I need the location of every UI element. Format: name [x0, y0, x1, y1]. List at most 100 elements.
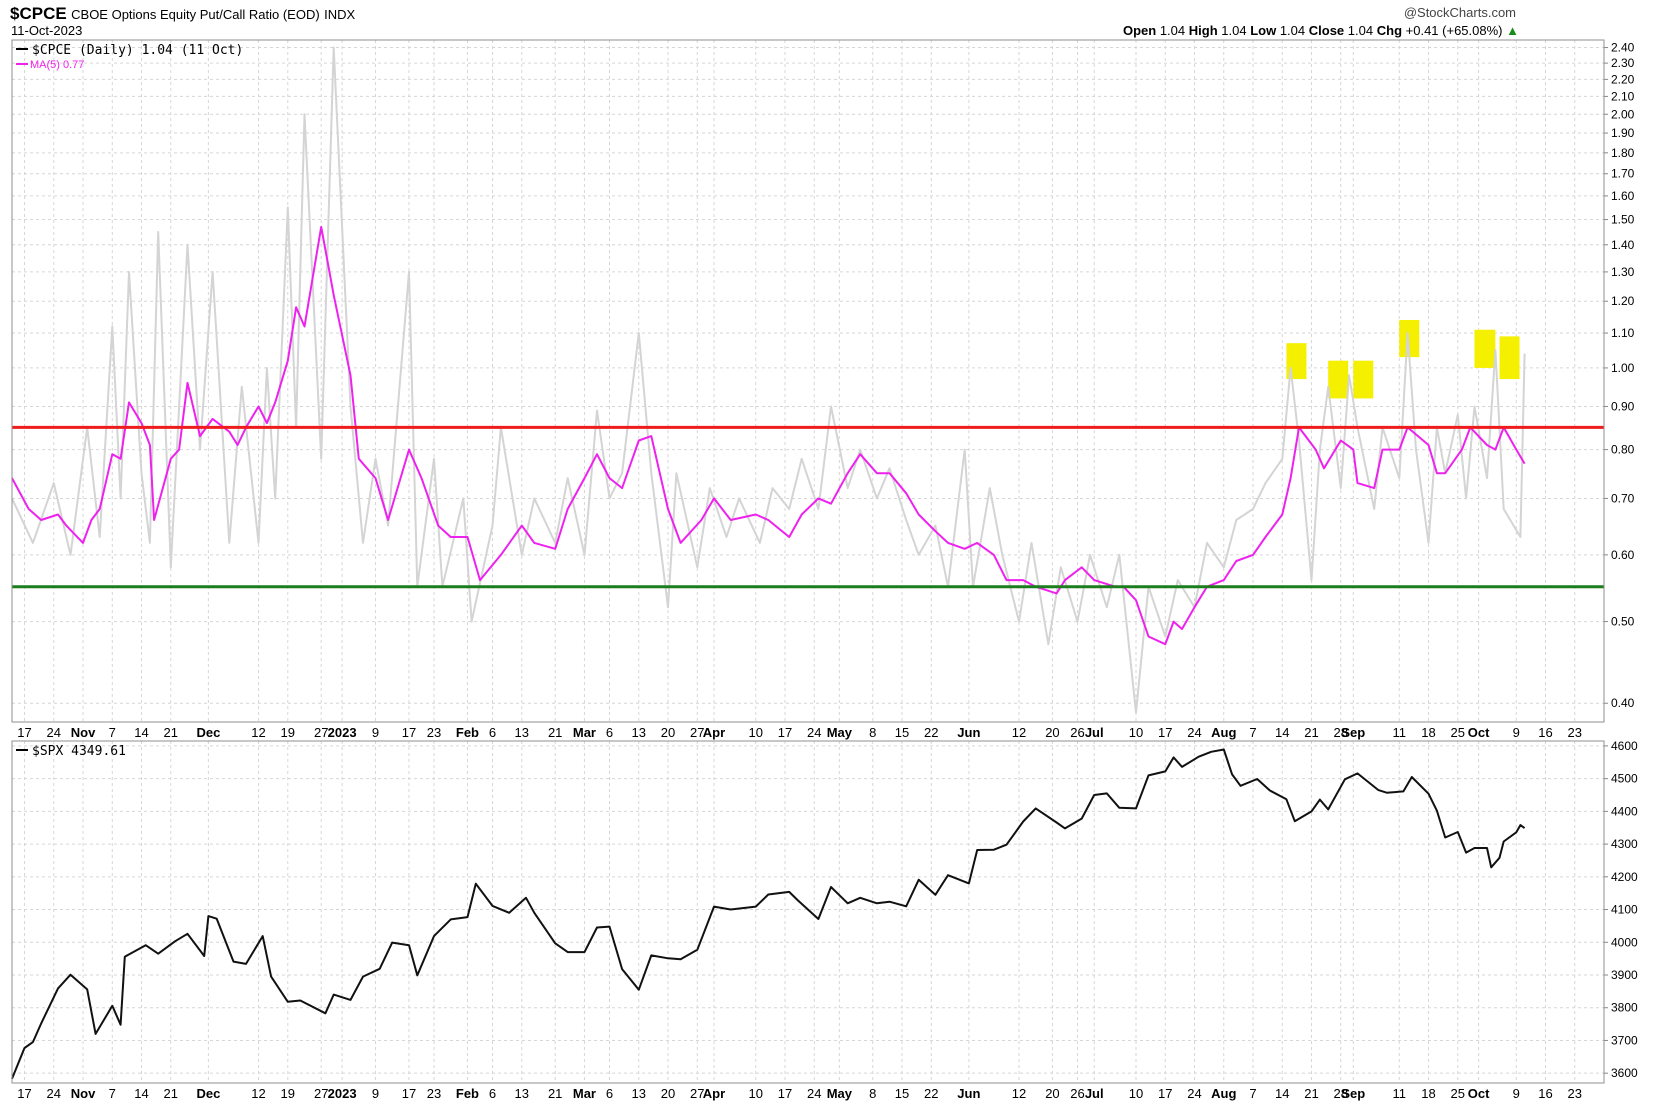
x-tick-label: 10: [1129, 1086, 1143, 1101]
x-tick-label: Oct: [1468, 725, 1490, 740]
y-tick-label: 3700: [1611, 1033, 1638, 1047]
x-tick-label: 20: [661, 725, 675, 740]
x-tick-label: 14: [134, 1086, 148, 1101]
date-label: 11-Oct-2023: [11, 23, 83, 38]
x-tick-label: Dec: [196, 725, 220, 740]
x-tick-label: 14: [134, 725, 148, 740]
cpce-panel-frame: [11, 39, 1605, 723]
y-tick-label: 1.50: [1611, 213, 1635, 227]
x-tick-label: 12: [251, 725, 265, 740]
spx-y-axis: 4600 4500 4400 4300 4200 4100 4000 3900 3800 3700…: [1604, 739, 1638, 1080]
x-tick-label: 10: [749, 1086, 763, 1101]
x-tick-label: 27: [314, 725, 328, 740]
spx-panel-frame: [11, 740, 1605, 1084]
x-tick-label: 28: [1334, 1086, 1348, 1101]
close-value: 1.04: [1347, 23, 1374, 38]
highlight-box: [1353, 360, 1374, 399]
y-tick-label: 4100: [1611, 903, 1638, 917]
x-tick-label: 17: [17, 1086, 31, 1101]
x-tick-label: 9: [372, 1086, 379, 1101]
spx-grid: [12, 741, 1604, 1083]
x-tick-label: Aug: [1211, 1086, 1236, 1101]
highlight-box: [1328, 360, 1349, 399]
x-tick-label: 25: [1451, 1086, 1465, 1101]
x-tick-label: 19: [281, 725, 295, 740]
cpce-series-line: [11, 46, 1526, 714]
x-tick-label: 23: [1568, 725, 1582, 740]
high-label: High: [1188, 23, 1218, 38]
x-tick-label: Jul: [1085, 1086, 1104, 1101]
x-tick-label: 7: [109, 1086, 116, 1101]
spx-series: [11, 748, 1526, 1080]
x-tick-label: 21: [164, 1086, 178, 1101]
y-tick-label: 1.80: [1611, 146, 1635, 160]
y-tick-label: 4500: [1611, 772, 1638, 786]
highlight-box: [1499, 336, 1520, 380]
exchange-label: INDX: [324, 7, 356, 22]
level-lines: [12, 425, 1604, 589]
highlight-box: [1399, 319, 1420, 358]
cpce-series: [11, 46, 1526, 714]
y-tick-label: 1.20: [1611, 294, 1635, 308]
x-tick-label: 18: [1421, 1086, 1435, 1101]
x-tick-label: 13: [515, 1086, 529, 1101]
x-tick-label: Jul: [1085, 725, 1104, 740]
x-tick-label: 20: [1045, 1086, 1059, 1101]
x-tick-label: 21: [548, 1086, 562, 1101]
copyright-label: @StockCharts.com: [1403, 5, 1516, 20]
x-tick-label: 24: [807, 725, 821, 740]
x-tick-label: 26: [1070, 725, 1084, 740]
x-tick-label: 24: [807, 1086, 821, 1101]
y-tick-label: 4400: [1611, 804, 1638, 818]
x-tick-label: 15: [895, 725, 909, 740]
y-tick-label: 2.10: [1611, 89, 1635, 103]
x-tick-label: Aug: [1211, 725, 1236, 740]
x-tick-label: 20: [1045, 725, 1059, 740]
y-tick-label: 0.60: [1611, 548, 1635, 562]
y-tick-label: 1.70: [1611, 167, 1635, 181]
y-tick-label: 1.90: [1611, 126, 1635, 140]
x-tick-label: Nov: [71, 1086, 96, 1101]
x-tick-label: 13: [515, 725, 529, 740]
x-tick-label: 2023: [328, 725, 357, 740]
y-tick-label: 0.50: [1611, 615, 1635, 629]
x-tick-label: 17: [402, 725, 416, 740]
y-tick-label: 4600: [1611, 739, 1638, 753]
x-tick-label: 17: [778, 1086, 792, 1101]
x-tick-label: 26: [1070, 1086, 1084, 1101]
cpce-y-axis: 2.402.30 2.20 2.10 2.00 1.90 1.80 1.70 1.60 1.50…: [1604, 41, 1635, 710]
x-tick-label: 7: [1249, 725, 1256, 740]
ohlc-readout: Open 1.04 High 1.04 Low 1.04 Close 1.04 …: [1123, 23, 1519, 38]
x-tick-label: Apr: [703, 725, 725, 740]
y-tick-label: 1.40: [1611, 238, 1635, 252]
y-tick-label: 2.20: [1611, 72, 1635, 86]
x-tick-label: 17: [17, 725, 31, 740]
x-tick-label: 2023: [328, 1086, 357, 1101]
close-label: Close: [1308, 23, 1345, 38]
x-tick-label: 16: [1538, 1086, 1552, 1101]
y-tick-label: 2.30: [1611, 56, 1635, 70]
x-tick-label: 17: [778, 725, 792, 740]
x-tick-label: 8: [869, 725, 876, 740]
x-tick-label: 24: [1187, 1086, 1201, 1101]
x-tick-label: 12: [1012, 1086, 1026, 1101]
spx-legend-text: $SPX 4349.61: [32, 744, 126, 759]
x-tick-label: 17: [1158, 1086, 1172, 1101]
y-tick-label: 0.40: [1611, 696, 1635, 710]
x-tick-label: 14: [1275, 1086, 1289, 1101]
y-tick-label: 2.40: [1611, 41, 1635, 55]
x-tick-label: 11: [1393, 725, 1407, 740]
x-tick-label: 20: [661, 1086, 675, 1101]
up-triangle-icon: ▲: [1506, 23, 1519, 38]
y-tick-label: 2.00: [1611, 107, 1635, 121]
spx-series-line: [11, 748, 1526, 1080]
y-tick-label: 0.90: [1611, 399, 1635, 413]
spx-x-axis: 17 24 Nov 7 14 21 Dec 12 19 27 2023 9 17 23 Feb 6 13 21 Ma…: [17, 1086, 1582, 1101]
y-tick-label: 4200: [1611, 870, 1638, 884]
x-tick-label: 7: [109, 725, 116, 740]
y-tick-label: 3800: [1611, 1001, 1638, 1015]
low-label: Low: [1250, 23, 1277, 38]
x-tick-label: Feb: [456, 1086, 479, 1101]
